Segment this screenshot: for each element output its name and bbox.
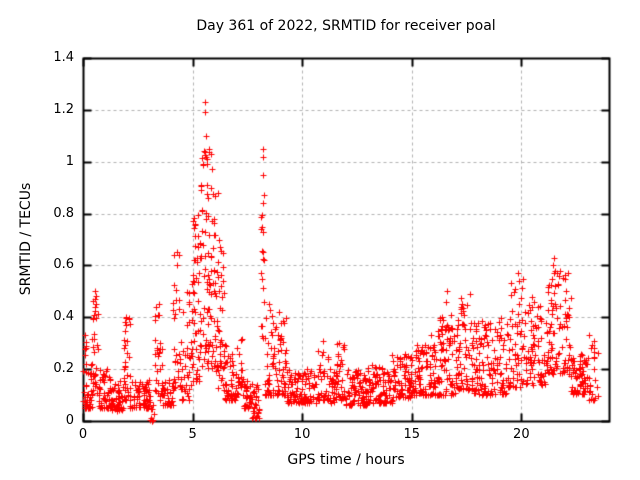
y-tick-label: 1.4 xyxy=(53,50,74,65)
y-tick-label: 0.2 xyxy=(53,361,74,377)
x-axis-label: GPS time / hours xyxy=(287,452,405,468)
x-tick-label: 10 xyxy=(293,427,311,442)
y-tick-label: 1.2 xyxy=(53,101,74,117)
y-tick-label: 0 xyxy=(65,413,74,428)
y-tick-label: 1 xyxy=(65,153,74,169)
x-tick-label: 20 xyxy=(513,427,530,442)
x-tick-label: 15 xyxy=(403,427,421,442)
x-tick-label: 0 xyxy=(78,427,88,442)
y-axis-label: SRMTID / TECUs xyxy=(18,182,34,296)
y-tick-label: 0.8 xyxy=(53,205,74,221)
x-tick-label: 5 xyxy=(188,427,197,442)
y-tick-label: 0.4 xyxy=(53,309,74,325)
y-tick-label: 0.6 xyxy=(53,257,74,273)
chart-title: Day 361 of 2022, SRMTID for receiver poa… xyxy=(196,18,496,34)
